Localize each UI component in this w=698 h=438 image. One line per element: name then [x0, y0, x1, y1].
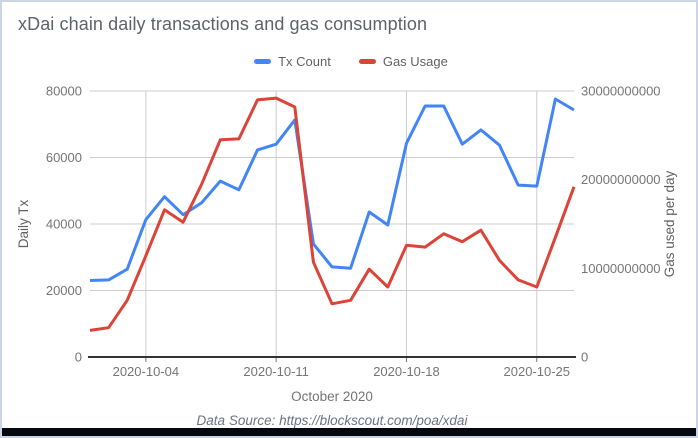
right-axis-title: Gas used per day — [662, 170, 677, 277]
right-tick-label: 30000000000 — [581, 84, 661, 99]
legend-label: Gas Usage — [382, 54, 448, 69]
left-tick-label: 80000 — [46, 84, 82, 99]
x-tick-label: 2020-10-25 — [504, 364, 571, 379]
legend-swatch — [254, 59, 272, 64]
bottom-bar — [2, 428, 696, 436]
left-tick-label: 20000 — [46, 283, 82, 298]
x-tick-label: 2020-10-04 — [113, 364, 180, 379]
x-tick-label: 2020-10-18 — [373, 364, 440, 379]
right-tick-label: 20000000000 — [581, 172, 661, 187]
right-tick-label: 0 — [581, 350, 588, 365]
data-source-note: Data Source: https://blockscout.com/poa/… — [196, 413, 468, 428]
left-tick-label: 40000 — [46, 217, 82, 232]
legend-swatch — [358, 59, 376, 64]
chart-title: xDai chain daily transactions and gas co… — [18, 14, 428, 34]
x-axis-title: October 2020 — [291, 389, 373, 404]
left-axis-title: Daily Tx — [16, 199, 31, 248]
legend-item-gas-usage: Gas Usage — [358, 54, 448, 69]
legend-label: Tx Count — [278, 54, 331, 69]
tx-count-line — [89, 97, 575, 282]
legend-item-tx-count: Tx Count — [254, 54, 331, 69]
legend: Tx Count Gas Usage — [2, 54, 696, 69]
right-tick-label: 10000000000 — [581, 261, 661, 276]
gas-usage-line — [89, 96, 576, 332]
left-tick-label: 0 — [75, 350, 82, 365]
left-tick-label: 60000 — [46, 150, 82, 165]
gridlines — [90, 90, 574, 357]
x-tick-label: 2020-10-11 — [243, 364, 309, 379]
